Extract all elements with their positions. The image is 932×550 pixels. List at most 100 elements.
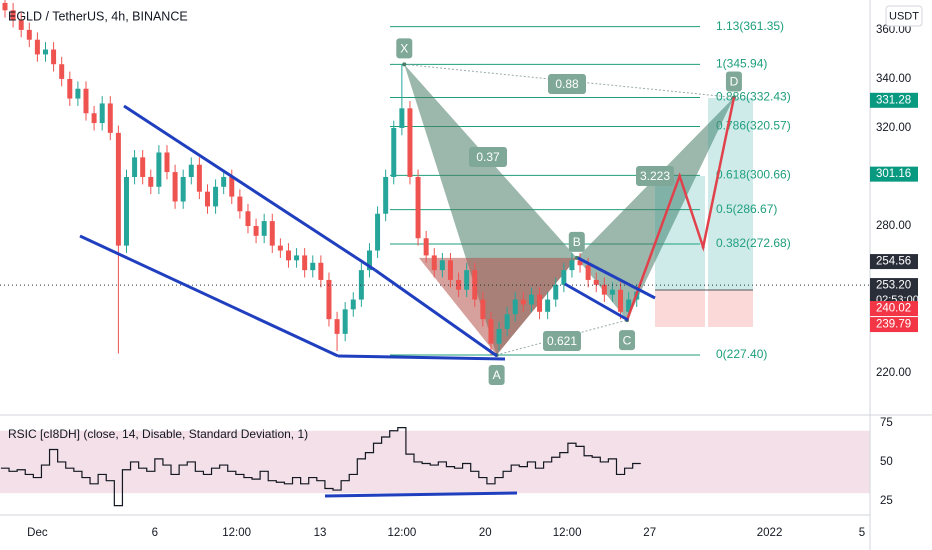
candle-body bbox=[59, 64, 65, 79]
candle-body bbox=[204, 191, 210, 207]
candle-body bbox=[439, 260, 445, 271]
candle-body bbox=[253, 226, 259, 236]
candle-body bbox=[342, 309, 348, 334]
x-tick-label: 13 bbox=[314, 527, 327, 539]
candle-body bbox=[537, 294, 543, 312]
ratio-label: 0.37 bbox=[476, 150, 500, 164]
y-tick-label: 280.00 bbox=[876, 220, 911, 232]
y-tick-label: 320.00 bbox=[876, 122, 911, 134]
price-label: 253.20 bbox=[876, 280, 911, 292]
rsi-title: RSIC [cI8DH] (close, 14, Disable, Standa… bbox=[8, 427, 308, 441]
candle-body bbox=[245, 211, 251, 227]
candle-body bbox=[383, 176, 389, 214]
candle-body bbox=[180, 176, 186, 202]
candle-body bbox=[407, 108, 413, 177]
fib-level-label: 1(345.94) bbox=[716, 57, 767, 71]
x-tick-label: 5 bbox=[859, 527, 865, 539]
y-tick-label: 360.00 bbox=[876, 24, 911, 36]
candle-body bbox=[561, 270, 567, 285]
projection-point bbox=[678, 174, 682, 178]
pattern-point-label: A bbox=[493, 368, 501, 382]
x-tick-label: 12:00 bbox=[387, 527, 416, 539]
pattern-dotted bbox=[496, 319, 628, 356]
candle-body bbox=[528, 294, 534, 305]
candle-body bbox=[334, 319, 340, 334]
candle-body bbox=[310, 262, 316, 271]
candle-body bbox=[213, 186, 219, 207]
candle-body bbox=[618, 289, 624, 312]
candle-body bbox=[577, 260, 583, 266]
candle-body bbox=[2, 2, 8, 11]
x-tick-label: 27 bbox=[643, 527, 656, 539]
rsi-trend-line bbox=[324, 491, 518, 498]
candle-body bbox=[423, 238, 429, 256]
price-label: 301.16 bbox=[876, 168, 911, 180]
long-target-zone bbox=[655, 176, 705, 290]
candle-body bbox=[350, 299, 356, 310]
candle-body bbox=[188, 164, 194, 177]
candle-body bbox=[626, 299, 632, 312]
candle-body bbox=[196, 164, 202, 192]
candle-body bbox=[593, 279, 599, 285]
x-tick-label: 12:00 bbox=[553, 527, 582, 539]
fib-level-label: 0.886(332.43) bbox=[716, 90, 791, 104]
ratio-badge bbox=[469, 147, 507, 167]
price-label-bg bbox=[870, 317, 918, 333]
candle-body bbox=[140, 157, 146, 177]
price-label-bg bbox=[870, 254, 918, 270]
fib-level-label: 0.382(272.68) bbox=[716, 236, 791, 250]
trend-line bbox=[123, 104, 376, 272]
trend-line bbox=[337, 354, 506, 361]
pattern-point-badge bbox=[725, 71, 742, 92]
fib-level-label: 0.5(286.67) bbox=[716, 202, 777, 216]
candle-body bbox=[75, 88, 81, 99]
candle-body bbox=[26, 29, 32, 40]
pattern-point-badge bbox=[619, 330, 636, 351]
rsi-tick-label: 50 bbox=[880, 456, 893, 468]
currency-badge[interactable] bbox=[885, 5, 923, 27]
candle-body bbox=[277, 245, 283, 251]
candle-body bbox=[585, 265, 591, 280]
x-tick-label: 12:00 bbox=[222, 527, 251, 539]
candle-body bbox=[99, 103, 105, 124]
price-label-bg bbox=[870, 301, 918, 317]
pattern-point-label: X bbox=[400, 42, 408, 56]
ratio-label: 0.621 bbox=[547, 334, 577, 348]
long-target-zone bbox=[708, 98, 753, 290]
candle-body bbox=[67, 78, 73, 99]
candle-body bbox=[472, 270, 478, 300]
x-tick-label: 2022 bbox=[757, 527, 783, 539]
projection-path bbox=[625, 97, 736, 321]
candle-body bbox=[156, 152, 162, 187]
candle-body bbox=[415, 176, 421, 239]
candle-body bbox=[609, 289, 615, 295]
candle-body bbox=[91, 113, 97, 124]
x-tick-label: 20 bbox=[479, 527, 492, 539]
ratio-badge bbox=[548, 74, 586, 94]
fib-level-label: 0.618(300.66) bbox=[716, 168, 791, 182]
candle-body bbox=[221, 176, 227, 187]
candle-body bbox=[366, 250, 372, 271]
projection-point bbox=[701, 245, 705, 249]
rsi-line bbox=[0, 427, 641, 507]
candle-body bbox=[42, 49, 48, 55]
long-stop-zone bbox=[708, 290, 753, 327]
candle-body bbox=[464, 270, 470, 290]
candle-body bbox=[83, 88, 89, 114]
candle-body bbox=[285, 250, 291, 261]
y-tick-label: 340.00 bbox=[876, 73, 911, 85]
candle-body bbox=[10, 10, 16, 21]
candle-body bbox=[488, 319, 494, 344]
fib-level-label: 1.13(361.35) bbox=[716, 19, 784, 33]
candle-body bbox=[569, 260, 575, 271]
price-label: 239.79 bbox=[876, 319, 911, 331]
chart-title: EGLD / TetherUS, 4h, BINANCE bbox=[8, 9, 188, 23]
fib-level-label: 0(227.40) bbox=[716, 347, 767, 361]
candle-body bbox=[261, 221, 267, 236]
pattern-point-label: B bbox=[573, 235, 581, 249]
x-tick-label: 6 bbox=[152, 527, 158, 539]
y-tick-label: 220.00 bbox=[876, 367, 911, 379]
candle-body bbox=[399, 108, 405, 128]
pattern-area bbox=[576, 97, 734, 321]
ratio-badge bbox=[543, 331, 581, 351]
